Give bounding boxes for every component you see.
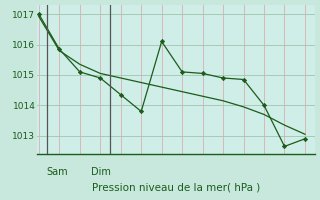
Text: Pression niveau de la mer( hPa ): Pression niveau de la mer( hPa ): [92, 182, 260, 192]
Text: Dim: Dim: [91, 167, 111, 177]
Text: Sam: Sam: [46, 167, 68, 177]
